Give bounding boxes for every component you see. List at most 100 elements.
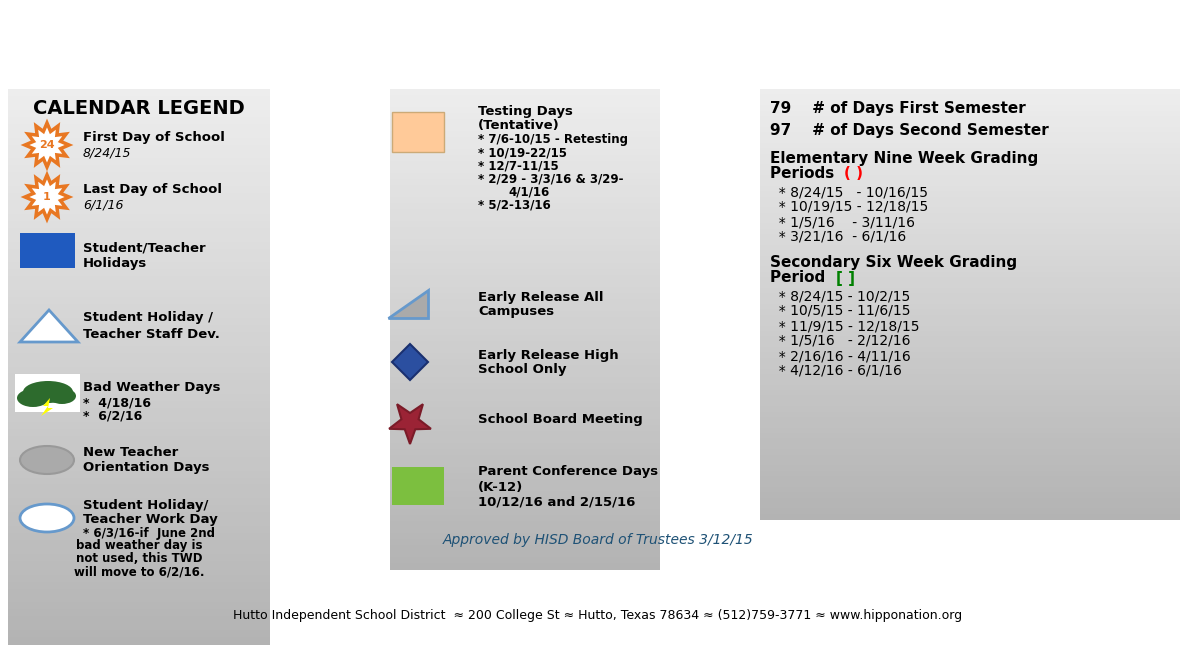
Bar: [760, 508, 1180, 515]
Bar: [391, 112, 444, 152]
Bar: [760, 234, 1180, 241]
Ellipse shape: [20, 504, 74, 532]
Bar: [390, 383, 660, 390]
Bar: [760, 492, 1180, 499]
Bar: [390, 449, 660, 456]
Bar: [390, 515, 660, 522]
Bar: [390, 365, 660, 372]
Bar: [8, 249, 271, 257]
Bar: [8, 595, 271, 603]
Polygon shape: [20, 310, 78, 342]
Bar: [390, 161, 660, 168]
Bar: [390, 491, 660, 498]
Text: *  4/18/16: * 4/18/16: [83, 396, 151, 409]
Bar: [760, 126, 1180, 133]
Bar: [8, 519, 271, 527]
Text: 24: 24: [40, 140, 55, 150]
Bar: [390, 551, 660, 558]
Bar: [390, 347, 660, 354]
Bar: [760, 110, 1180, 117]
Bar: [8, 499, 271, 506]
Bar: [8, 443, 271, 451]
Text: * 8/24/15   - 10/16/15: * 8/24/15 - 10/16/15: [770, 185, 928, 199]
Text: will move to 6/2/16.: will move to 6/2/16.: [74, 566, 205, 579]
Bar: [8, 533, 271, 541]
Text: 6/1/16: 6/1/16: [83, 198, 123, 212]
Bar: [8, 159, 271, 166]
Bar: [390, 143, 660, 150]
Bar: [390, 545, 660, 552]
Bar: [760, 433, 1180, 439]
Bar: [390, 461, 660, 468]
Text: * 1/5/16    - 3/11/16: * 1/5/16 - 3/11/16: [770, 215, 915, 229]
Bar: [760, 223, 1180, 230]
Bar: [390, 281, 660, 288]
Bar: [8, 360, 271, 368]
Bar: [760, 309, 1180, 316]
Text: 1: 1: [43, 192, 51, 202]
Bar: [760, 239, 1180, 246]
Bar: [390, 479, 660, 486]
Bar: [8, 221, 271, 228]
Text: 10/12/16 and 2/15/16: 10/12/16 and 2/15/16: [478, 495, 636, 509]
Bar: [760, 202, 1180, 208]
Bar: [760, 277, 1180, 284]
Bar: [760, 363, 1180, 370]
Text: Early Release All: Early Release All: [478, 292, 603, 304]
Bar: [760, 460, 1180, 466]
Polygon shape: [389, 404, 431, 444]
Bar: [760, 374, 1180, 380]
Text: 79    # of Days First Semester: 79 # of Days First Semester: [770, 101, 1026, 116]
Text: Secondary Six Week Grading: Secondary Six Week Grading: [770, 255, 1017, 269]
Bar: [8, 255, 271, 263]
Bar: [760, 304, 1180, 310]
Bar: [8, 325, 271, 333]
Bar: [8, 179, 271, 187]
Text: not used, this TWD: not used, this TWD: [75, 552, 202, 566]
Bar: [760, 438, 1180, 445]
Bar: [8, 547, 271, 555]
Bar: [390, 227, 660, 234]
Bar: [8, 228, 271, 236]
Bar: [760, 148, 1180, 155]
Bar: [760, 513, 1180, 520]
Bar: [8, 575, 271, 583]
Bar: [760, 503, 1180, 509]
Bar: [390, 329, 660, 336]
Bar: [760, 175, 1180, 181]
Bar: [390, 113, 660, 120]
Bar: [390, 239, 660, 246]
Bar: [8, 422, 271, 430]
Bar: [760, 245, 1180, 251]
Bar: [390, 371, 660, 378]
Bar: [390, 497, 660, 504]
Text: (K-12): (K-12): [478, 480, 523, 493]
Bar: [8, 284, 271, 291]
Bar: [760, 288, 1180, 294]
Text: Teacher Staff Dev.: Teacher Staff Dev.: [83, 327, 220, 341]
Bar: [8, 408, 271, 416]
Bar: [390, 389, 660, 396]
Ellipse shape: [23, 381, 73, 403]
Bar: [760, 196, 1180, 203]
Bar: [8, 290, 271, 298]
Text: * 2/29 - 3/3/16 & 3/29-: * 2/29 - 3/3/16 & 3/29-: [478, 173, 624, 185]
Bar: [390, 203, 660, 210]
Bar: [8, 457, 271, 464]
Bar: [760, 487, 1180, 493]
Text: First Day of School: First Day of School: [83, 132, 225, 144]
Bar: [760, 169, 1180, 176]
Bar: [390, 401, 660, 408]
Bar: [760, 105, 1180, 112]
Bar: [8, 540, 271, 548]
Bar: [8, 470, 271, 478]
Bar: [8, 616, 271, 624]
Text: * 5/2-13/16: * 5/2-13/16: [478, 198, 551, 212]
Ellipse shape: [20, 446, 74, 474]
Text: [ ]: [ ]: [836, 271, 855, 286]
Bar: [760, 266, 1180, 273]
Bar: [390, 473, 660, 480]
Bar: [760, 395, 1180, 402]
Bar: [8, 130, 271, 138]
Bar: [760, 89, 1180, 95]
